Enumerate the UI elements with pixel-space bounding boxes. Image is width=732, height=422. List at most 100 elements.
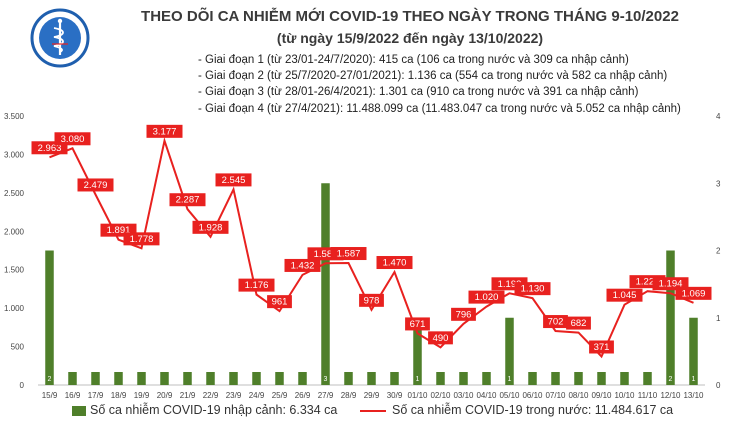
import-case-bar xyxy=(482,372,491,385)
stage-notes: - Giai đoạn 1 (từ 23/01-24/7/2020): 415 … xyxy=(198,52,718,117)
x-tick-label: 01/10 xyxy=(407,391,428,400)
x-tick-label: 06/10 xyxy=(522,391,543,400)
left-tick-label: 0 xyxy=(20,381,25,390)
line-value-label: 1.176 xyxy=(245,280,269,291)
x-tick-label: 05/10 xyxy=(499,391,520,400)
import-case-bar xyxy=(321,183,330,385)
left-tick-label: 3.000 xyxy=(4,150,25,159)
legend-line-swatch xyxy=(360,409,386,412)
x-tick-label: 17/9 xyxy=(88,391,104,400)
ministry-logo xyxy=(30,8,90,68)
line-value-label: 796 xyxy=(456,309,472,320)
line-value-label: 682 xyxy=(571,318,587,329)
line-value-label: 1.583 xyxy=(314,249,338,260)
import-case-bar xyxy=(505,317,514,385)
line-value-label: 490 xyxy=(433,333,449,344)
x-tick-label: 07/10 xyxy=(545,391,566,400)
import-case-bar xyxy=(183,372,192,385)
x-tick-label: 12/10 xyxy=(660,391,681,400)
legend-line: Số ca nhiễm COVID-19 trong nước: 11.484.… xyxy=(360,403,673,417)
import-case-bar xyxy=(68,372,77,385)
line-value-label: 1.928 xyxy=(199,222,223,233)
import-case-bar xyxy=(344,372,353,385)
line-value-label: 371 xyxy=(594,342,610,353)
line-label-box xyxy=(77,178,114,192)
bar-value-label: 1 xyxy=(692,376,696,383)
import-case-bar xyxy=(551,372,560,385)
line-value-label: 1.470 xyxy=(383,258,407,269)
left-tick-label: 2.500 xyxy=(4,189,25,198)
line-value-label: 2.287 xyxy=(176,195,200,206)
line-label-box xyxy=(405,317,430,331)
bar-value-label: 2 xyxy=(48,376,52,383)
line-label-box xyxy=(468,290,505,304)
line-value-label: 1.587 xyxy=(337,249,361,260)
x-tick-label: 09/10 xyxy=(591,391,612,400)
import-case-bar xyxy=(252,372,261,385)
right-tick-label: 4 xyxy=(716,112,721,121)
legend-bar: Số ca nhiễm COVID-19 nhập cảnh: 6.334 ca xyxy=(72,403,337,417)
line-value-label: 2.479 xyxy=(84,180,108,191)
x-tick-label: 29/9 xyxy=(364,391,380,400)
x-tick-label: 27/9 xyxy=(318,391,334,400)
right-tick-label: 3 xyxy=(716,179,721,188)
line-label-box xyxy=(54,132,91,146)
legend-bar-label: Số ca nhiễm COVID-19 nhập cảnh: 6.334 ca xyxy=(90,403,338,417)
legend-line-label: Số ca nhiễm COVID-19 trong nước: 11.484.… xyxy=(392,403,674,417)
line-label-box xyxy=(675,286,712,300)
x-tick-label: 08/10 xyxy=(568,391,589,400)
x-tick-label: 15/9 xyxy=(42,391,58,400)
right-tick-label: 1 xyxy=(716,314,721,323)
stage-note: - Giai đoạn 3 (từ 28/01-26/4/2021): 1.30… xyxy=(198,86,639,99)
line-label-box xyxy=(589,340,614,354)
import-case-bar xyxy=(298,372,307,385)
line-label-box xyxy=(169,193,206,207)
domestic-case-line xyxy=(49,137,694,359)
import-case-bar xyxy=(160,372,169,385)
line-label-box xyxy=(238,278,275,292)
line-label-box xyxy=(543,315,568,329)
x-tick-label: 22/9 xyxy=(203,391,219,400)
x-tick-label: 10/10 xyxy=(614,391,635,400)
x-tick-label: 04/10 xyxy=(476,391,497,400)
import-case-bar xyxy=(275,372,284,385)
import-case-bar xyxy=(91,372,100,385)
line-label-box xyxy=(376,256,413,270)
stage-note: - Giai đoạn 1 (từ 23/01-24/7/2020): 415 … xyxy=(198,54,629,66)
line-value-label: 1.778 xyxy=(130,234,154,245)
line-value-label: 1.130 xyxy=(521,284,545,295)
line-label-box xyxy=(359,293,384,307)
page-title: THEO DÕI CA NHIỄM MỚI COVID-19 THEO NGÀY… xyxy=(141,8,679,25)
stage-note: - Giai đoạn 4 (từ 27/4/2021): 11.488.099… xyxy=(198,102,681,115)
import-case-bar xyxy=(666,250,675,385)
x-tick-label: 21/9 xyxy=(180,391,196,400)
x-tick-label: 13/10 xyxy=(683,391,704,400)
left-tick-label: 1.500 xyxy=(4,266,25,275)
import-case-bar xyxy=(137,372,146,385)
import-case-bar xyxy=(114,372,123,385)
line-label-box xyxy=(284,258,321,272)
line-label-box xyxy=(146,124,183,138)
line-value-label: 2.545 xyxy=(222,175,246,186)
x-tick-label: 16/9 xyxy=(65,391,81,400)
x-tick-label: 02/10 xyxy=(430,391,451,400)
left-tick-label: 1.000 xyxy=(4,304,25,313)
import-case-bar xyxy=(689,317,698,385)
import-case-bar xyxy=(367,372,376,385)
x-tick-label: 30/9 xyxy=(387,391,403,400)
x-tick-label: 28/9 xyxy=(341,391,357,400)
legend-bar-swatch xyxy=(72,405,86,416)
x-tick-label: 24/9 xyxy=(249,391,265,400)
bar-value-label: 2 xyxy=(669,376,673,383)
x-tick-label: 18/9 xyxy=(111,391,127,400)
import-case-bar xyxy=(459,372,468,385)
line-value-label: 3.177 xyxy=(153,126,177,137)
bar-value-label: 3 xyxy=(324,376,328,383)
x-tick-label: 19/9 xyxy=(134,391,150,400)
import-case-bar xyxy=(206,372,215,385)
line-value-label: 1.194 xyxy=(659,279,683,290)
x-tick-label: 25/9 xyxy=(272,391,288,400)
left-tick-label: 3.500 xyxy=(4,112,25,121)
line-value-label: 1.891 xyxy=(107,225,131,236)
